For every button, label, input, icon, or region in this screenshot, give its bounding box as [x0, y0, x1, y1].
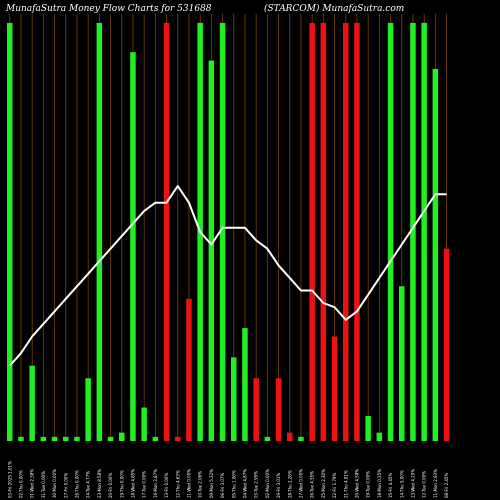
bar-17	[186, 298, 192, 441]
x-tick-label: 11-Mon 2.93%	[433, 469, 438, 498]
bar-21	[231, 357, 237, 441]
x-tick-label: 19-Tue 0.00%	[366, 471, 371, 498]
x-tick-label: 12-Thu 4.63%	[175, 470, 180, 498]
x-tick-label: 23-Mon 8.58%	[97, 469, 102, 498]
bar-26	[287, 432, 293, 441]
x-tick-label: 02-Mon 0.00%	[265, 469, 270, 498]
x-tick-label: 17-Tue 0.00%	[142, 471, 147, 498]
bar-29	[320, 22, 327, 442]
x-tick-label: 16-Mon 3.87%	[153, 469, 158, 498]
x-tick-label: 25-Mon 2.30%	[321, 469, 326, 498]
bar-33	[365, 415, 371, 441]
bar-11	[119, 432, 125, 441]
x-tick-label: 28-Thu 2.26%	[287, 470, 292, 498]
bar-22	[242, 328, 248, 441]
x-tick-label: 04-Wed 4.87%	[242, 469, 247, 498]
bar-23	[253, 378, 259, 441]
x-tick-label: 20-Fri 0.00%	[108, 473, 113, 498]
bar-8	[85, 378, 91, 441]
x-tick-label: 26-Tue 4.55%	[310, 471, 315, 498]
chart-title-right: (STARCOM) MunafaSutra.com	[264, 3, 404, 14]
bar-19	[208, 60, 215, 442]
x-tick-label: 21-Thu 4.91%	[343, 470, 348, 498]
bar-39	[432, 68, 439, 442]
bar-25	[275, 378, 282, 441]
bar-24	[264, 436, 271, 441]
bar-32	[354, 22, 360, 442]
bar-15	[163, 22, 170, 442]
x-tick-label: 10-Tue 2.06%	[198, 471, 203, 498]
bar-6	[63, 436, 69, 441]
x-tick-label: 22-Fri 1.79%	[332, 473, 337, 498]
x-tick-label: 11-Wed 0.00%	[186, 469, 191, 498]
bar-4	[40, 436, 47, 441]
bar-36	[399, 286, 405, 441]
x-tick-label: 03-Tue 2.95%	[254, 471, 259, 498]
x-tick-label: 20-Wed 4.59%	[354, 469, 359, 498]
x-tick-label: 26-Thu 0.00%	[74, 470, 79, 498]
x-tick-label: 19-Thu 0.00%	[119, 470, 124, 498]
x-tick-label: 18-Mon 0.35%	[377, 469, 382, 498]
x-tick-label: 06-Fri 3.07%	[220, 473, 225, 498]
bar-13	[141, 407, 147, 441]
bar-34	[376, 432, 383, 441]
x-tick-label: 27-Fri 0.00%	[63, 473, 68, 498]
bar-27	[298, 436, 304, 441]
x-tick-label: 31-Tue 0.00%	[41, 471, 46, 498]
x-tick-label: 03-Fri-2025 1.01%	[7, 461, 12, 498]
tick-label-layer: 03-Fri-2025 1.01% 02-Thu 0.00% 01-Wed 2.38…	[7, 461, 449, 498]
money-flow-line	[9, 185, 447, 367]
bar-20	[219, 22, 226, 442]
bar-1	[7, 22, 13, 442]
bar-16	[175, 436, 181, 441]
bar-40	[443, 248, 450, 441]
bar-7	[74, 436, 80, 441]
bar-30	[331, 336, 338, 441]
chart-title-left: MunafaSutra Money Flow Charts for 531688	[5, 4, 212, 14]
x-tick-label: 14-Thu 5.00%	[399, 470, 404, 498]
line-layer	[9, 185, 447, 367]
bar-31	[343, 22, 349, 442]
bar-38	[421, 22, 427, 442]
x-tick-label: 13-Wed 4.20%	[410, 469, 415, 498]
bar-35	[387, 22, 394, 442]
x-tick-label: 27-Wed 0.00%	[298, 469, 303, 498]
bar-37	[410, 22, 416, 442]
x-tick-label: 13-Fri 0.00%	[164, 473, 169, 498]
bar-3	[29, 365, 35, 441]
bar-layer	[7, 22, 450, 442]
bar-28	[309, 22, 315, 442]
bar-5	[51, 436, 58, 441]
x-tick-label: 08-Fri 2.45%	[444, 473, 449, 498]
x-tick-label: 29-Fri 3.01%	[276, 473, 281, 498]
x-tick-label: 01-Wed 2.38%	[30, 469, 35, 498]
x-tick-label: 09-Mon 5.32%	[209, 469, 214, 498]
x-tick-label: 24-Tue 4.77%	[86, 471, 91, 498]
x-tick-label: 18-Wed 4.85%	[130, 469, 135, 498]
x-tick-label: 30-Mon 0.00%	[52, 469, 57, 498]
bar-14	[152, 436, 159, 441]
bar-12	[130, 52, 136, 442]
x-tick-label: 12-Tue 0.00%	[422, 471, 427, 498]
x-tick-label: 15-Fri 4.45%	[388, 473, 393, 498]
bar-10	[107, 436, 114, 441]
bar-9	[96, 22, 103, 442]
x-tick-label: 02-Thu 0.00%	[18, 470, 23, 498]
x-tick-label: 05-Thu 1.06%	[231, 470, 236, 498]
bar-2	[18, 436, 24, 441]
